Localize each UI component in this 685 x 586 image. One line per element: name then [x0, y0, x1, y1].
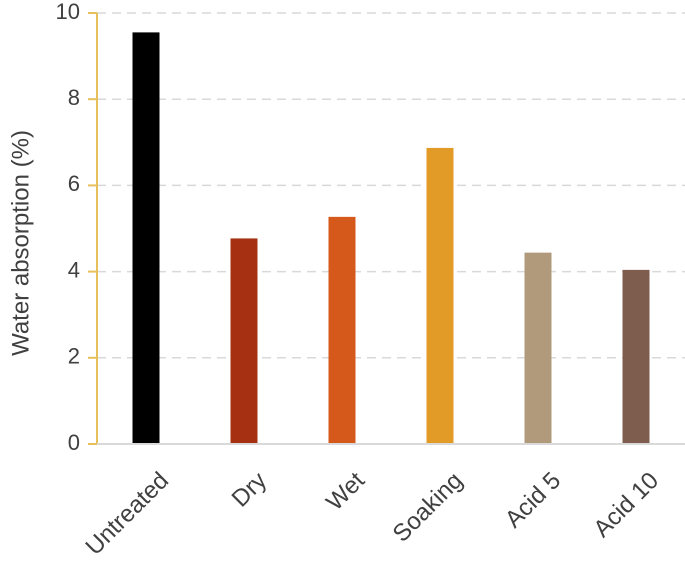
x-tick-label: Acid 5: [500, 467, 566, 533]
gridlines: [97, 12, 685, 359]
x-tick-label: Soaking: [388, 467, 468, 547]
x-tick-label: Untreated: [80, 467, 174, 561]
bar-untreated: [132, 32, 160, 445]
x-tick-labels: Untreated Dry Wet Soaking Acid 5 Acid 10: [80, 467, 664, 561]
y-tick-label: 10: [56, 0, 80, 24]
y-tick-label: 0: [68, 430, 80, 455]
x-tick-label: Acid 10: [588, 467, 664, 543]
bar-wet: [328, 216, 356, 444]
y-tick-label: 2: [68, 344, 80, 369]
x-tick-label: Dry: [227, 467, 272, 512]
y-tick-label: 6: [68, 171, 80, 196]
bar-acid-5: [524, 252, 552, 444]
y-axis-label: Water absorption (%): [7, 130, 34, 356]
y-tick-label: 4: [68, 257, 80, 282]
x-tick-label: Wet: [321, 467, 370, 516]
axes: [88, 12, 685, 445]
bar-acid-10: [622, 269, 650, 444]
bar-dry: [230, 238, 258, 444]
bar-soaking: [426, 147, 454, 444]
y-tick-label: 8: [68, 85, 80, 110]
y-tick-labels: 0 2 4 6 8 10: [56, 0, 80, 455]
bars: [132, 32, 650, 445]
